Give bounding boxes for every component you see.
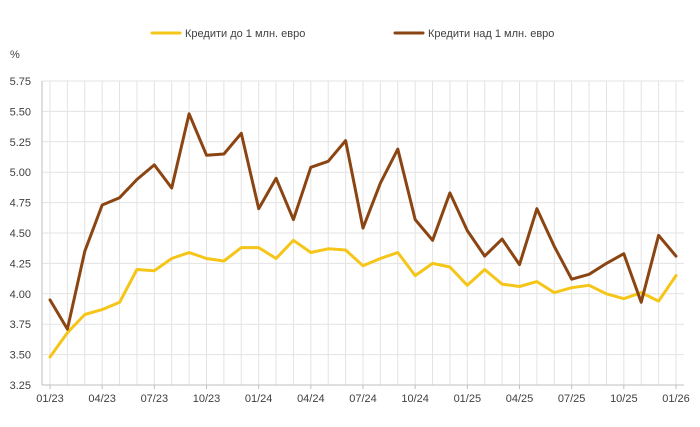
gridlines (42, 80, 684, 385)
x-tick-label: 07/23 (141, 393, 169, 405)
x-tick-label: 07/25 (558, 393, 586, 405)
legend-label: Кредити до 1 млн. евро (185, 28, 305, 40)
y-tick-label: 3.75 (10, 319, 31, 331)
x-tick-label: 04/25 (506, 393, 534, 405)
y-tick-label: 4.00 (10, 289, 31, 301)
x-tick-label: 04/24 (297, 393, 325, 405)
x-tick-label: 04/23 (88, 393, 116, 405)
y-tick-label: 5.00 (10, 167, 31, 179)
legend-label: Кредити над 1 млн. евро (428, 28, 554, 40)
series-line-2 (48, 112, 678, 331)
x-tick-label: 10/23 (193, 393, 221, 405)
y-tick-label: 4.50 (10, 228, 31, 240)
x-tick-label: 10/24 (401, 393, 429, 405)
y-tick-label: 5.25 (10, 137, 31, 149)
x-tick-label: 01/23 (36, 393, 64, 405)
y-tick-label: 3.50 (10, 350, 31, 362)
y-axis-unit-label: % (10, 49, 20, 61)
y-tick-label: 3.25 (10, 380, 31, 392)
x-tick-label: 01/25 (454, 393, 482, 405)
y-axis: 3.25 3.50 3.75 4.00 4.25 4.50 4.75 5.00 5.25 5.50… (10, 76, 43, 392)
x-axis: 01/23 04/23 07/23 10/23 01/24 04/24 07/24 10/24… (36, 384, 690, 405)
y-tick-label: 5.50 (10, 106, 31, 118)
x-tick-label: 01/26 (662, 393, 690, 405)
x-tick-label: 07/24 (349, 393, 377, 405)
y-tick-label: 4.25 (10, 258, 31, 270)
y-tick-label: 5.75 (10, 76, 31, 88)
y-tick-label: 4.75 (10, 198, 31, 210)
x-tick-label: 10/25 (610, 393, 638, 405)
legend: Кредити до 1 млн. евро Кредити над 1 млн.… (150, 28, 554, 40)
x-tick-label: 01/24 (245, 393, 273, 405)
series-lines (48, 112, 678, 359)
series-line-1 (48, 238, 678, 359)
